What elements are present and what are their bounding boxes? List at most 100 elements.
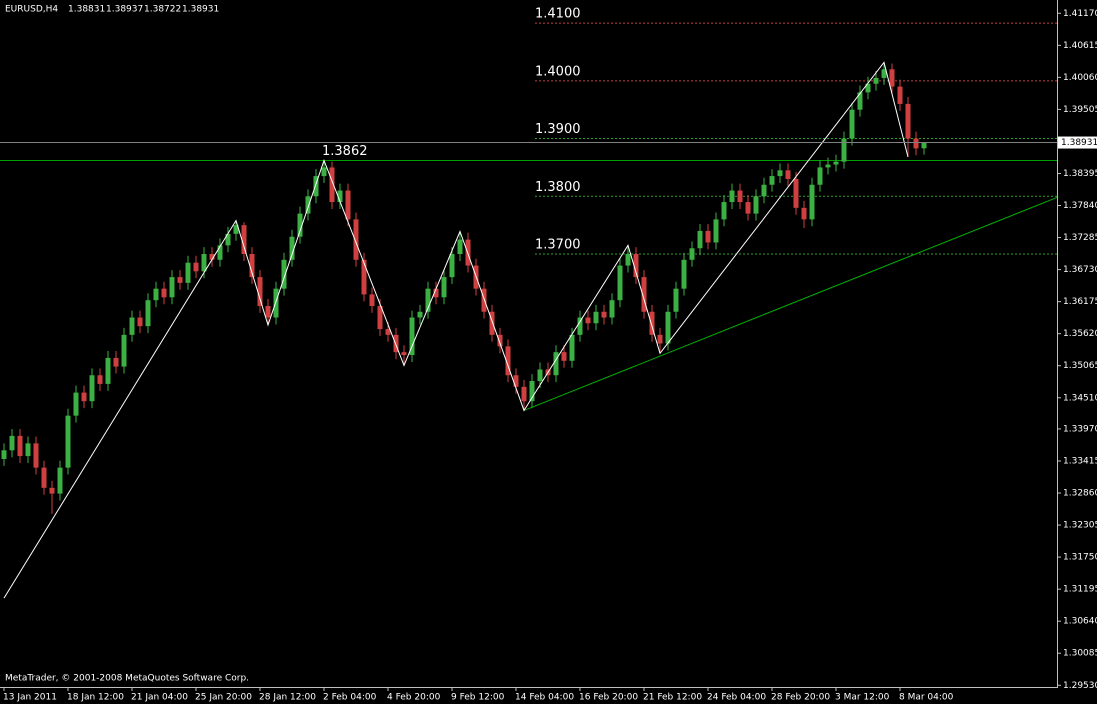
y-tick-label: 1.41170 [1063,9,1097,19]
y-tick-label: 1.33415 [1063,456,1097,466]
candle-body [761,184,767,197]
candle-body [713,219,719,243]
y-tick-label: 1.32305 [1063,521,1097,531]
candle-body [129,317,135,335]
candle-body [553,352,559,376]
candle-body [777,170,783,177]
candle-body [121,334,127,367]
y-tick-label: 1.33970 [1063,424,1097,434]
candle-body [529,381,535,402]
candle-body [721,202,727,220]
candle-body [169,277,175,298]
candle-body [281,259,287,289]
candle-body [481,288,487,312]
candle-body [201,254,207,272]
candle-body [617,265,623,301]
x-tick-label: 18 Jan 12:00 [67,693,124,703]
candle-body [297,213,303,237]
candle-body [57,467,63,494]
candle-body [513,375,519,387]
x-tick-label: 28 Feb 20:00 [771,693,830,703]
candle-body [737,190,743,203]
candle-body [497,334,503,347]
candle-body [49,487,55,494]
candle-body [825,164,831,168]
candle-body [305,196,311,214]
candle-body [273,288,279,318]
candle-body [33,443,39,468]
candle-body [81,392,87,402]
candle-body [649,311,655,335]
y-tick-label: 1.34510 [1063,393,1097,403]
x-tick-label: 16 Feb 20:00 [579,693,638,703]
zigzag-line [3,61,909,599]
y-tick-label: 1.30640 [1063,617,1097,627]
level-label: 1.4000 [535,64,581,79]
candle-body [857,92,863,110]
candle-body [673,288,679,312]
y-tick-label: 1.35065 [1063,361,1097,371]
candle-body [97,375,103,384]
candle-body [537,369,543,382]
candle-body [801,207,807,220]
copyright: MetaTrader, © 2001-2008 MetaQuotes Softw… [5,674,249,684]
candle-body [785,170,791,179]
y-tick-label: 1.40615 [1063,41,1097,51]
candle-body [425,288,431,312]
candle-body [921,142,927,149]
candle-body [521,386,527,402]
candle-body [233,225,239,234]
candle-body [65,415,71,468]
x-tick-label: 3 Mar 12:00 [835,693,890,703]
x-tick-label: 8 Mar 04:00 [899,693,954,703]
header-high: 1.38937 [106,5,143,15]
candle-body [193,262,199,272]
candle-body [625,254,631,266]
candle-body [633,254,639,278]
y-tick-label: 1.35620 [1063,329,1097,339]
header-low: 1.38722 [144,5,181,15]
candle-body [569,334,575,361]
x-tick-label: 9 Feb 12:00 [451,693,505,703]
y-tick-label: 1.31195 [1063,585,1097,595]
y-tick-label: 1.31750 [1063,553,1097,563]
current-price-box [1058,136,1097,149]
candle-body [681,259,687,289]
y-tick-label: 1.30085 [1063,649,1097,659]
candle-body [817,167,823,185]
candle-body [401,352,407,356]
y-tick-label: 1.37840 [1063,201,1097,211]
x-tick-label: 25 Jan 20:00 [195,693,252,703]
candle-body [393,334,399,353]
candle-body [905,103,911,139]
candle-body [609,300,615,318]
level-label: 1.4100 [535,7,581,22]
candle-body [657,334,663,344]
candle-body [153,288,159,301]
candle-body [585,317,591,324]
symbol-title: EURUSD,H4 [5,5,58,15]
y-tick-label: 1.40060 [1063,73,1097,83]
candle-body [105,357,111,384]
candle-body [289,236,295,260]
candle-body [889,69,895,87]
candle-body [369,294,375,306]
candle-body [441,277,447,298]
candle-body [505,346,511,376]
candle-body [329,167,335,203]
x-tick-label: 24 Feb 04:00 [707,693,766,703]
x-tick-label: 28 Jan 12:00 [259,693,316,703]
candle-body [897,86,903,104]
candle-body [809,184,815,220]
candle-body [833,161,839,165]
candle-body [601,311,607,318]
candle-body [217,245,223,260]
candle-body [865,83,871,93]
resistance-label: 1.3862 [322,144,368,159]
candle-body [881,69,887,78]
level-label: 1.3900 [535,122,581,137]
candle-body [561,352,567,361]
current-price-label: 1.38931 [1061,138,1097,148]
